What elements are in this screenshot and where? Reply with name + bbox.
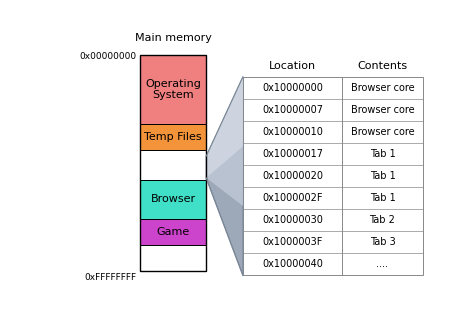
Text: Location: Location: [269, 61, 316, 71]
Text: Game: Game: [156, 227, 190, 237]
Bar: [140, 180, 206, 219]
Bar: [140, 55, 206, 271]
Text: 0x10000040: 0x10000040: [262, 260, 323, 269]
Bar: [140, 245, 206, 271]
Text: 0x10000030: 0x10000030: [262, 215, 323, 225]
Text: ....: ....: [376, 260, 388, 269]
Text: 0x1000002F: 0x1000002F: [262, 193, 323, 203]
Bar: [140, 219, 206, 245]
Text: Tab 1: Tab 1: [370, 149, 395, 159]
Text: Main memory: Main memory: [135, 33, 211, 43]
Text: 0x00000000: 0x00000000: [79, 52, 137, 61]
Text: 0xFFFFFFFF: 0xFFFFFFFF: [84, 273, 137, 282]
Text: 0x10000010: 0x10000010: [262, 127, 323, 137]
Text: Browser core: Browser core: [351, 127, 414, 137]
Bar: [140, 124, 206, 150]
Text: Tab 1: Tab 1: [370, 171, 395, 181]
Bar: [140, 150, 206, 180]
Text: Operating
System: Operating System: [145, 78, 201, 100]
Text: Tab 3: Tab 3: [370, 238, 395, 247]
Polygon shape: [206, 77, 243, 276]
Bar: [140, 55, 206, 124]
Text: Browser core: Browser core: [351, 105, 414, 115]
Bar: [243, 77, 423, 276]
Text: Contents: Contents: [357, 61, 408, 71]
Text: 0x10000007: 0x10000007: [262, 105, 323, 115]
Text: 0x10000000: 0x10000000: [262, 83, 323, 93]
Text: Browser: Browser: [151, 194, 196, 204]
Polygon shape: [206, 77, 243, 206]
Text: Temp Files: Temp Files: [144, 132, 202, 142]
Text: Tab 1: Tab 1: [370, 193, 395, 203]
Polygon shape: [206, 77, 243, 178]
Text: 0x10000020: 0x10000020: [262, 171, 323, 181]
Text: 0x10000017: 0x10000017: [262, 149, 323, 159]
Text: Browser core: Browser core: [351, 83, 414, 93]
Text: 0x1000003F: 0x1000003F: [262, 238, 323, 247]
Text: Tab 2: Tab 2: [370, 215, 395, 225]
